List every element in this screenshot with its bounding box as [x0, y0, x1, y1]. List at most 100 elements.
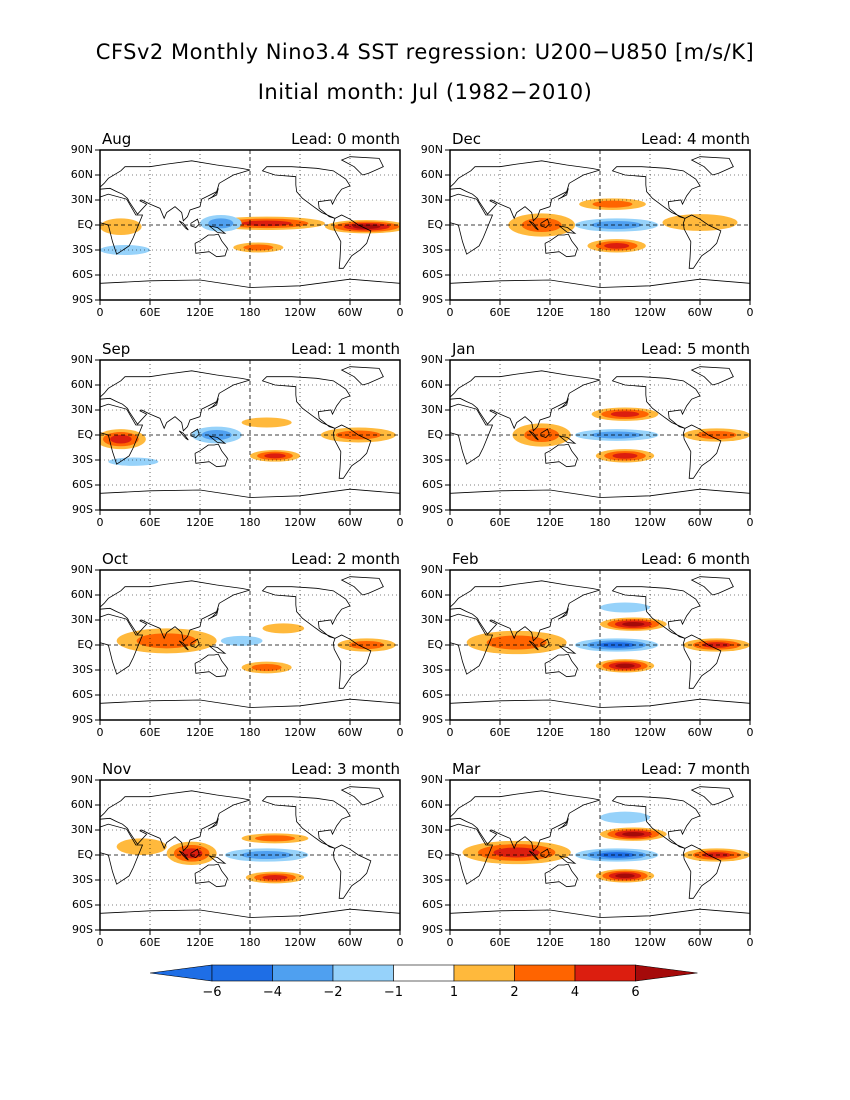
- panel-month-label: Sep: [102, 340, 131, 358]
- anomaly-contour: [110, 434, 132, 444]
- coastline: [544, 443, 578, 468]
- anomaly-contour: [591, 431, 642, 439]
- map-panel-dec: Dec Lead: 4 month 90N 60N 30N EQ 30S 60S 90S 0 60E…: [421, 130, 754, 319]
- x-tick-label: 0: [446, 726, 454, 739]
- y-tick-label: 90N: [70, 143, 93, 156]
- chart-title: CFSv2 Monthly Nino3.4 SST regression: U2…: [95, 40, 755, 64]
- y-tick-label: 60N: [70, 378, 93, 391]
- coastline: [100, 278, 400, 288]
- y-tick-label: 60S: [422, 688, 443, 701]
- colorbar-label: −1: [383, 985, 404, 1000]
- coastline: [611, 586, 701, 639]
- y-tick-label: 60N: [420, 378, 443, 391]
- x-tick-label: 60E: [139, 936, 161, 949]
- y-tick-label: 90S: [422, 713, 443, 726]
- y-tick-label: 90S: [72, 293, 93, 306]
- coastline: [528, 430, 539, 441]
- coastline: [450, 370, 601, 432]
- colorbar-segment: [514, 964, 576, 982]
- x-tick-label: 0: [96, 306, 104, 319]
- coastline: [340, 366, 384, 386]
- coastline: [558, 608, 569, 620]
- coastline: [558, 855, 577, 864]
- x-tick-label: 60W: [337, 516, 363, 529]
- coastline: [194, 443, 228, 468]
- x-tick-label: 180: [589, 936, 611, 949]
- coastline: [690, 156, 734, 176]
- x-tick-label: 60W: [687, 306, 713, 319]
- y-tick-label: EQ: [427, 848, 443, 861]
- panel-lead-label: Lead: 7 month: [641, 760, 750, 778]
- coastline: [558, 818, 569, 830]
- coastline: [100, 370, 251, 432]
- colorbar-segment: [393, 964, 455, 982]
- coastline: [190, 218, 200, 228]
- coastline: [332, 214, 372, 269]
- y-tick-label: 90N: [70, 773, 93, 786]
- anomaly-contour: [201, 430, 232, 440]
- y-tick-label: EQ: [427, 218, 443, 231]
- y-tick-label: 30N: [420, 193, 443, 206]
- coastline: [450, 278, 750, 288]
- x-tick-label: 120W: [284, 516, 316, 529]
- coastline: [178, 850, 189, 861]
- coastline: [100, 580, 251, 642]
- x-tick-label: 180: [239, 516, 261, 529]
- y-tick-label: 30N: [70, 403, 93, 416]
- x-tick-label: 120E: [186, 726, 214, 739]
- x-tick-label: 120W: [634, 936, 666, 949]
- coastline: [190, 428, 200, 438]
- x-tick-label: 60W: [687, 516, 713, 529]
- coastline: [544, 653, 578, 678]
- anomaly-contour: [591, 221, 642, 229]
- x-tick-label: 180: [239, 726, 261, 739]
- y-tick-label: 30S: [72, 243, 93, 256]
- coastline: [611, 166, 701, 219]
- coastline: [450, 160, 601, 222]
- colorbar-label: −4: [262, 985, 283, 1000]
- coastline: [100, 790, 251, 852]
- coastline: [690, 366, 734, 386]
- anomaly-contour: [615, 663, 635, 669]
- coastline: [208, 435, 227, 444]
- map-panel-oct: Oct Lead: 2 month 90N 60N 30N EQ 30S 60S 90S 0 60E…: [71, 550, 404, 739]
- y-tick-label: EQ: [427, 638, 443, 651]
- colorbar-label: 6: [631, 985, 640, 1000]
- colorbar-segment: [211, 964, 273, 982]
- y-tick-label: 60S: [422, 898, 443, 911]
- anomaly-contour: [615, 873, 635, 879]
- panel-lead-label: Lead: 4 month: [641, 130, 750, 148]
- x-tick-label: 180: [239, 936, 261, 949]
- anomaly-contour: [264, 453, 286, 459]
- map-panel-sep: Sep Lead: 1 month 90N 60N 30N EQ 30S 60S 90S 0 60E…: [71, 340, 404, 529]
- anomaly-contour: [610, 411, 640, 418]
- anomaly-contour: [136, 633, 197, 649]
- x-tick-label: 120E: [536, 516, 564, 529]
- coastline: [208, 855, 227, 864]
- y-tick-label: 30S: [422, 873, 443, 886]
- panel-lead-label: Lead: 3 month: [291, 760, 400, 778]
- y-tick-label: 60S: [422, 268, 443, 281]
- y-tick-label: 90S: [422, 923, 443, 936]
- x-tick-label: 60E: [139, 306, 161, 319]
- map-panel-nov: Nov Lead: 3 month 90N 60N 30N EQ 30S 60S 90S 0 60E…: [71, 760, 404, 949]
- y-tick-label: 60S: [72, 268, 93, 281]
- y-tick-label: 90N: [420, 773, 443, 786]
- y-tick-label: 30N: [70, 193, 93, 206]
- anomaly-contour: [251, 664, 282, 671]
- x-tick-label: 60E: [139, 726, 161, 739]
- y-tick-label: 30S: [422, 663, 443, 676]
- map-panel-feb: Feb Lead: 6 month 90N 60N 30N EQ 30S 60S 90S 0 60E…: [421, 550, 754, 739]
- y-tick-label: 90N: [70, 563, 93, 576]
- coastline: [558, 645, 577, 654]
- anomaly-contour: [612, 452, 638, 459]
- map-panel-aug: Aug Lead: 0 month 90N 60N 30N EQ 30S 60S 90S 0 60E…: [71, 130, 404, 319]
- y-tick-label: 30N: [420, 403, 443, 416]
- x-tick-label: 120W: [634, 516, 666, 529]
- x-tick-label: 60E: [489, 726, 511, 739]
- panel-lead-label: Lead: 1 month: [291, 340, 400, 358]
- map-plot: [445, 569, 751, 725]
- x-tick-label: 60W: [687, 726, 713, 739]
- y-tick-label: 30S: [72, 873, 93, 886]
- coastline: [450, 580, 601, 642]
